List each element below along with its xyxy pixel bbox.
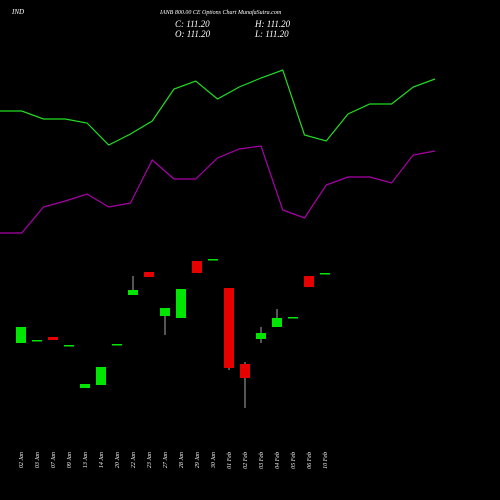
candle-body: [144, 272, 154, 277]
x-tick-label: 28 Jan: [179, 452, 185, 468]
candle-body: [80, 384, 90, 388]
x-tick-label: 27 Jan: [163, 452, 169, 468]
ohlc-label: H: 111.20: [254, 19, 291, 29]
x-tick-label: 20 Jan: [115, 452, 121, 468]
ohlc-label: L: 111.20: [254, 29, 289, 39]
candle-body: [288, 317, 298, 319]
ohlc-label: C: 111.20: [175, 19, 210, 29]
x-tick-label: 02 Feb: [243, 452, 249, 469]
candle-body: [64, 345, 74, 347]
x-tick-label: 29 Jan: [195, 452, 201, 468]
candle-body: [208, 259, 218, 261]
candle-body: [32, 340, 42, 342]
candle-body: [96, 367, 106, 385]
x-tick-label: 13 Jan: [83, 452, 89, 468]
candle-body: [240, 364, 250, 378]
x-tick-label: 14 Jan: [98, 452, 105, 468]
x-tick-label: 06 Feb: [307, 452, 313, 469]
candle-body: [176, 289, 186, 318]
candle-body: [192, 261, 202, 273]
x-tick-label: 02 Jan: [19, 452, 25, 468]
candle-body: [16, 327, 26, 343]
ohlc-label: O: 111.20: [175, 29, 211, 39]
x-tick-label: 03 Jan: [35, 452, 41, 468]
candle-body: [256, 333, 266, 339]
x-tick-label: 05 Feb: [291, 452, 297, 469]
x-tick-label: 22 Jan: [131, 452, 137, 468]
candle-body: [272, 318, 282, 327]
x-tick-label: 03 Feb: [259, 452, 265, 469]
ticker: IND: [11, 8, 24, 16]
x-tick-label: 30 Jan: [211, 452, 217, 469]
candle-body: [320, 273, 330, 275]
x-tick-label: 01 Feb: [227, 452, 233, 469]
x-tick-label: 04 Feb: [274, 452, 281, 469]
x-tick-label: 07 Jan: [51, 452, 57, 468]
candle-body: [160, 308, 170, 316]
chart-title: IANB 800.00 CE Options Chart MunafaSutra…: [159, 9, 282, 16]
candle-body: [304, 276, 314, 287]
candle-body: [112, 344, 122, 346]
candle-body: [48, 337, 58, 340]
line: [0, 145, 436, 234]
candle-body: [128, 290, 138, 295]
candle-body: [224, 288, 234, 368]
x-tick-label: 23 Jan: [147, 452, 153, 468]
x-tick-label: 09 Jan: [67, 452, 73, 468]
x-tick-label: 10 Feb: [323, 452, 329, 469]
line: [0, 69, 436, 146]
